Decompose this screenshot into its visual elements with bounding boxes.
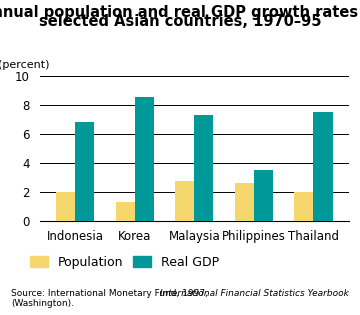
Bar xyxy=(254,170,273,220)
Text: (percent): (percent) xyxy=(0,60,49,70)
Bar xyxy=(75,122,94,220)
Bar xyxy=(135,97,154,220)
Bar xyxy=(194,115,213,220)
Legend: Population, Real GDP: Population, Real GDP xyxy=(30,256,219,269)
Bar xyxy=(294,192,314,220)
Text: (Washington).: (Washington). xyxy=(11,299,74,308)
Text: Source: International Monetary Fund, 1997,: Source: International Monetary Fund, 199… xyxy=(11,289,211,298)
Text: selected Asian countries, 1970–95: selected Asian countries, 1970–95 xyxy=(39,14,321,29)
Bar xyxy=(56,192,75,220)
Bar xyxy=(175,181,194,220)
Bar xyxy=(235,183,254,220)
Text: International Financial Statistics Yearbook: International Financial Statistics Yearb… xyxy=(160,289,349,298)
Bar xyxy=(116,202,135,220)
Bar xyxy=(314,112,333,220)
Text: Annual population and real GDP growth rates in: Annual population and real GDP growth ra… xyxy=(0,5,360,20)
